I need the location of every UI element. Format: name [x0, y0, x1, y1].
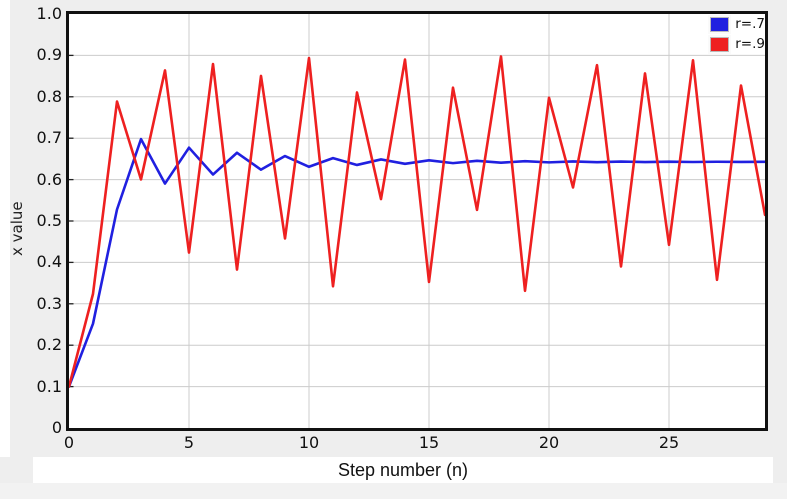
x-tick-label: 15: [418, 433, 440, 452]
y-tick-label: 0: [51, 418, 62, 437]
y-tick-label: 0.1: [36, 376, 62, 396]
x-tick-label: 5: [183, 433, 195, 452]
x-tick-label: 25: [658, 433, 680, 452]
legend-swatch-red: [708, 35, 732, 54]
axis-tick-marks: [69, 54, 74, 388]
plot-frame: [66, 11, 768, 431]
y-tick-label: 0.5: [36, 211, 62, 230]
x-tick-label: 20: [538, 433, 560, 452]
y-tick-label: 1.0: [36, 4, 62, 23]
series-line-r=.9: [69, 55, 765, 388]
y-tick-label: 0.7: [36, 128, 62, 148]
legend-item-r9: r=.9: [708, 35, 765, 54]
x-axis-title: Step number (n): [337, 459, 469, 480]
legend: r=.7 r=.9: [708, 15, 765, 54]
y-tick-label: 0.9: [36, 45, 62, 65]
x-tick-label: 10: [298, 433, 320, 452]
legend-swatch-blue: [708, 15, 732, 34]
data-series: [69, 55, 765, 388]
x-tick-label: 0: [63, 433, 75, 452]
x-axis-title-wrap: Step number (n): [33, 457, 773, 483]
chart-canvas: [66, 11, 768, 431]
legend-label-r9: r=.9: [735, 36, 765, 52]
y-tick-label: 0.6: [36, 169, 62, 189]
xaxis-title-strip: [33, 457, 773, 483]
page-left-margin: [0, 0, 10, 457]
y-tick-label: 0.8: [36, 86, 62, 106]
legend-label-r7: r=.7: [735, 16, 765, 32]
legend-item-r7: r=.7: [708, 15, 765, 34]
grid-lines: [69, 14, 765, 428]
y-tick-label: 0.2: [36, 335, 62, 355]
y-tick-label: 0.3: [36, 293, 62, 313]
page-bottom-band: [0, 483, 787, 499]
y-tick-label: 0.4: [36, 252, 62, 272]
y-axis-title: x value: [8, 201, 26, 256]
